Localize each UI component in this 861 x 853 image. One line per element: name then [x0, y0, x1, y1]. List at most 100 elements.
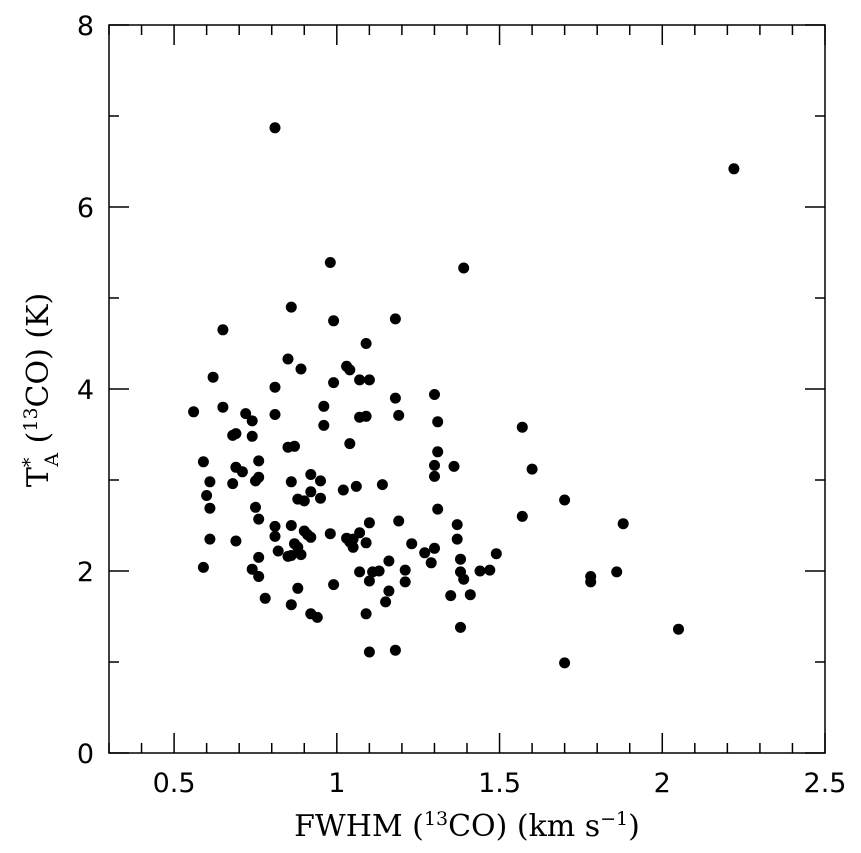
data-point [559, 494, 571, 506]
x-axis-title: FWHM (13CO) (km s−1) [294, 808, 640, 844]
data-point [305, 469, 317, 480]
data-point [305, 486, 317, 498]
data-point [354, 374, 366, 386]
data-point [324, 257, 336, 268]
data-point [188, 406, 200, 418]
data-point [328, 377, 340, 389]
data-point [253, 455, 265, 467]
y-tick-label: 4 [77, 375, 94, 406]
data-point [295, 549, 307, 561]
data-point [673, 623, 684, 635]
data-point [617, 518, 629, 530]
data-point [611, 566, 623, 578]
data-point [269, 530, 281, 542]
data-point [289, 440, 300, 452]
data-point [253, 551, 265, 563]
data-point [432, 446, 444, 458]
data-point [315, 492, 326, 504]
data-point [337, 484, 349, 496]
data-point [360, 410, 372, 422]
data-point [344, 364, 356, 376]
data-point [455, 621, 466, 633]
data-point [458, 262, 470, 274]
data-point [432, 416, 444, 428]
data-point [253, 571, 265, 582]
data-point [285, 476, 297, 488]
data-point [490, 548, 502, 560]
data-point [259, 592, 271, 604]
y-tick-label: 0 [77, 739, 94, 770]
data-points [188, 122, 740, 669]
tick-labels: 0.5 1 1.5 2 2.5 0 2 4 6 8 [77, 11, 847, 799]
data-point [389, 644, 401, 656]
data-point [429, 542, 440, 554]
data-point [269, 520, 281, 532]
data-point [344, 438, 356, 450]
data-point [451, 533, 463, 545]
data-point [328, 579, 340, 591]
data-point [344, 536, 356, 548]
x-tick-label: 2 [654, 768, 671, 799]
data-point [389, 313, 401, 325]
data-point [360, 537, 372, 549]
data-point [354, 527, 366, 539]
data-point [363, 575, 375, 587]
data-point [204, 533, 216, 545]
data-point [201, 490, 213, 501]
data-point [376, 479, 388, 491]
x-tick-label: 1 [328, 768, 345, 799]
data-point [363, 517, 375, 529]
data-point [484, 564, 496, 576]
data-point [328, 315, 340, 327]
x-tick-label: 2.5 [804, 768, 847, 799]
data-point [298, 495, 310, 507]
data-point [448, 460, 460, 472]
data-point [282, 353, 294, 365]
y-tick-label: 6 [77, 193, 94, 224]
data-point [204, 476, 216, 488]
data-point [305, 531, 317, 543]
y-tick-label: 2 [77, 557, 94, 588]
data-point [282, 550, 294, 562]
data-point [383, 585, 395, 597]
data-point [204, 502, 216, 514]
data-point [425, 557, 437, 569]
data-point [432, 503, 444, 515]
data-point [269, 381, 281, 393]
data-point [246, 415, 258, 427]
data-point [324, 528, 336, 540]
data-point [318, 419, 330, 431]
data-point [246, 563, 258, 575]
data-point [250, 501, 261, 513]
data-point [315, 475, 326, 487]
data-point [516, 510, 528, 522]
data-point [285, 599, 297, 611]
data-point [253, 471, 265, 483]
data-point [406, 538, 418, 550]
data-point [399, 576, 411, 588]
data-point [253, 513, 265, 525]
data-point [389, 392, 401, 404]
data-point [285, 520, 297, 531]
data-point [230, 535, 242, 547]
data-point [383, 555, 395, 567]
data-point [311, 611, 323, 623]
data-point [429, 470, 440, 482]
data-point [318, 400, 330, 412]
data-point [429, 389, 440, 400]
data-point [269, 122, 281, 134]
data-point [419, 547, 431, 559]
y-axis-title: T*A (13CO) (K) [19, 293, 63, 487]
data-point [373, 565, 385, 577]
data-point [455, 553, 466, 565]
data-point [230, 428, 242, 440]
data-point [217, 401, 229, 413]
data-point [451, 519, 463, 531]
data-point [585, 571, 597, 582]
y-tick-label: 8 [77, 11, 94, 42]
data-point [363, 646, 375, 658]
data-point [207, 371, 219, 383]
data-point [217, 324, 229, 336]
data-point [292, 582, 304, 594]
